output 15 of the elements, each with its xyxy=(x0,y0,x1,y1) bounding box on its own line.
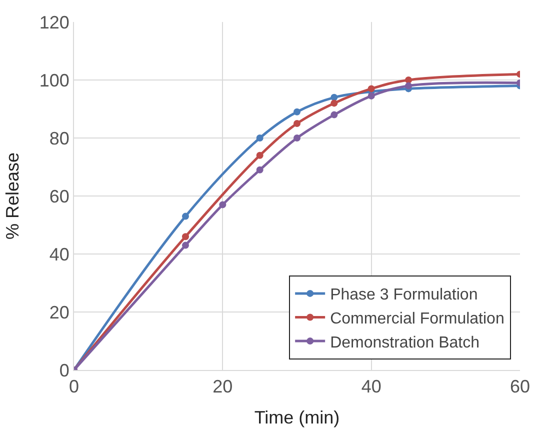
y-tick-label: 80 xyxy=(49,128,70,148)
y-tick-label: 100 xyxy=(39,70,70,90)
legend-label: Commercial Formulation xyxy=(330,310,504,328)
x-tick-label: 40 xyxy=(361,376,382,397)
x-tick-label: 20 xyxy=(212,376,233,397)
x-axis-title: Time (min) xyxy=(254,408,340,428)
y-axis-title: % Release xyxy=(2,152,23,240)
y-tick-label: 60 xyxy=(49,186,70,206)
y-tick-label: 0 xyxy=(59,360,70,380)
y-tick-label: 120 xyxy=(39,12,70,32)
y-tick-label: 20 xyxy=(49,302,70,322)
legend-label: Demonstration Batch xyxy=(330,334,480,352)
y-tick-label: 40 xyxy=(49,244,70,264)
legend-label: Phase 3 Formulation xyxy=(330,286,478,304)
x-tick-label: 60 xyxy=(510,376,530,397)
